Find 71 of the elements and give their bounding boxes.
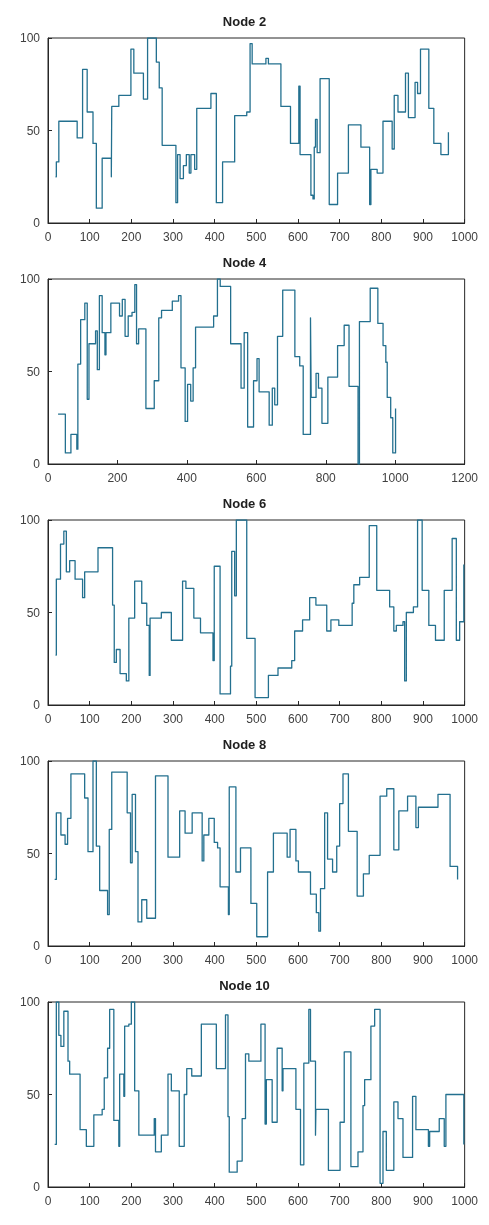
chart-title: Node 2	[222, 14, 267, 29]
x-tick-label: 500	[246, 230, 267, 244]
x-tick-label: 1000	[381, 471, 409, 485]
x-tick-label: 1000	[451, 712, 479, 726]
x-tick-label: 0	[44, 471, 52, 485]
x-tick-label: 600	[287, 1194, 309, 1208]
chart-title: Node 4	[222, 255, 267, 270]
y-tick-label: 0	[33, 457, 41, 471]
x-tick-label: 800	[371, 712, 392, 726]
x-tick-label: 900	[412, 1194, 434, 1208]
y-tick-label: 100	[19, 272, 41, 286]
y-tick-label: 100	[19, 513, 41, 527]
x-tick-label: 500	[246, 953, 267, 967]
x-tick-label: 900	[412, 230, 434, 244]
x-tick-label: 0	[44, 230, 52, 244]
x-tick-label: 200	[121, 953, 142, 967]
x-tick-label: 200	[107, 471, 128, 485]
y-tick-label: 0	[33, 698, 41, 712]
x-tick-label: 300	[162, 712, 184, 726]
x-tick-label: 0	[44, 953, 52, 967]
x-tick-label: 700	[329, 1194, 350, 1208]
x-tick-label: 0	[44, 712, 52, 726]
y-tick-label: 50	[26, 364, 41, 379]
x-tick-label: 600	[287, 712, 309, 726]
x-tick-label: 900	[412, 953, 434, 967]
x-tick-label: 300	[162, 1194, 184, 1208]
y-tick-label: 50	[26, 1087, 41, 1102]
x-tick-label: 1000	[451, 953, 479, 967]
x-tick-label: 500	[246, 712, 267, 726]
y-tick-label: 50	[26, 605, 41, 620]
x-tick-label: 200	[121, 712, 142, 726]
x-tick-label: 200	[121, 230, 142, 244]
y-tick-label: 50	[26, 123, 41, 138]
x-tick-label: 800	[315, 471, 337, 485]
x-tick-label: 300	[162, 230, 184, 244]
y-tick-label: 100	[19, 31, 41, 45]
x-tick-label: 200	[121, 1194, 142, 1208]
y-tick-label: 50	[26, 846, 41, 861]
x-tick-label: 100	[79, 230, 100, 244]
x-tick-label: 900	[412, 712, 434, 726]
y-tick-label: 0	[33, 216, 41, 230]
x-tick-label: 700	[329, 953, 350, 967]
x-tick-label: 600	[287, 953, 309, 967]
x-tick-label: 600	[246, 471, 267, 485]
x-tick-label: 1000	[451, 230, 479, 244]
x-tick-label: 600	[287, 230, 309, 244]
x-tick-label: 800	[371, 953, 392, 967]
x-tick-label: 1200	[451, 471, 479, 485]
x-tick-label: 400	[204, 1194, 225, 1208]
x-tick-label: 800	[371, 1194, 392, 1208]
y-tick-label: 0	[33, 939, 41, 953]
y-tick-label: 0	[33, 1180, 41, 1194]
x-tick-label: 700	[329, 230, 350, 244]
x-tick-label: 100	[79, 953, 100, 967]
x-tick-label: 700	[329, 712, 350, 726]
chart-title: Node 6	[222, 496, 267, 511]
x-tick-label: 400	[204, 230, 225, 244]
x-tick-label: 400	[176, 471, 198, 485]
y-tick-label: 100	[19, 995, 41, 1009]
x-tick-label: 0	[44, 1194, 52, 1208]
x-tick-label: 100	[79, 1194, 100, 1208]
x-tick-label: 800	[371, 230, 392, 244]
y-tick-label: 100	[19, 754, 41, 768]
x-tick-label: 500	[246, 1194, 267, 1208]
x-tick-label: 300	[162, 953, 184, 967]
x-tick-label: 1000	[451, 1194, 479, 1208]
chart-title: Node 10	[219, 978, 270, 993]
x-tick-label: 400	[204, 953, 225, 967]
chart-title: Node 8	[222, 737, 267, 752]
x-tick-label: 400	[204, 712, 225, 726]
x-tick-label: 100	[79, 712, 100, 726]
